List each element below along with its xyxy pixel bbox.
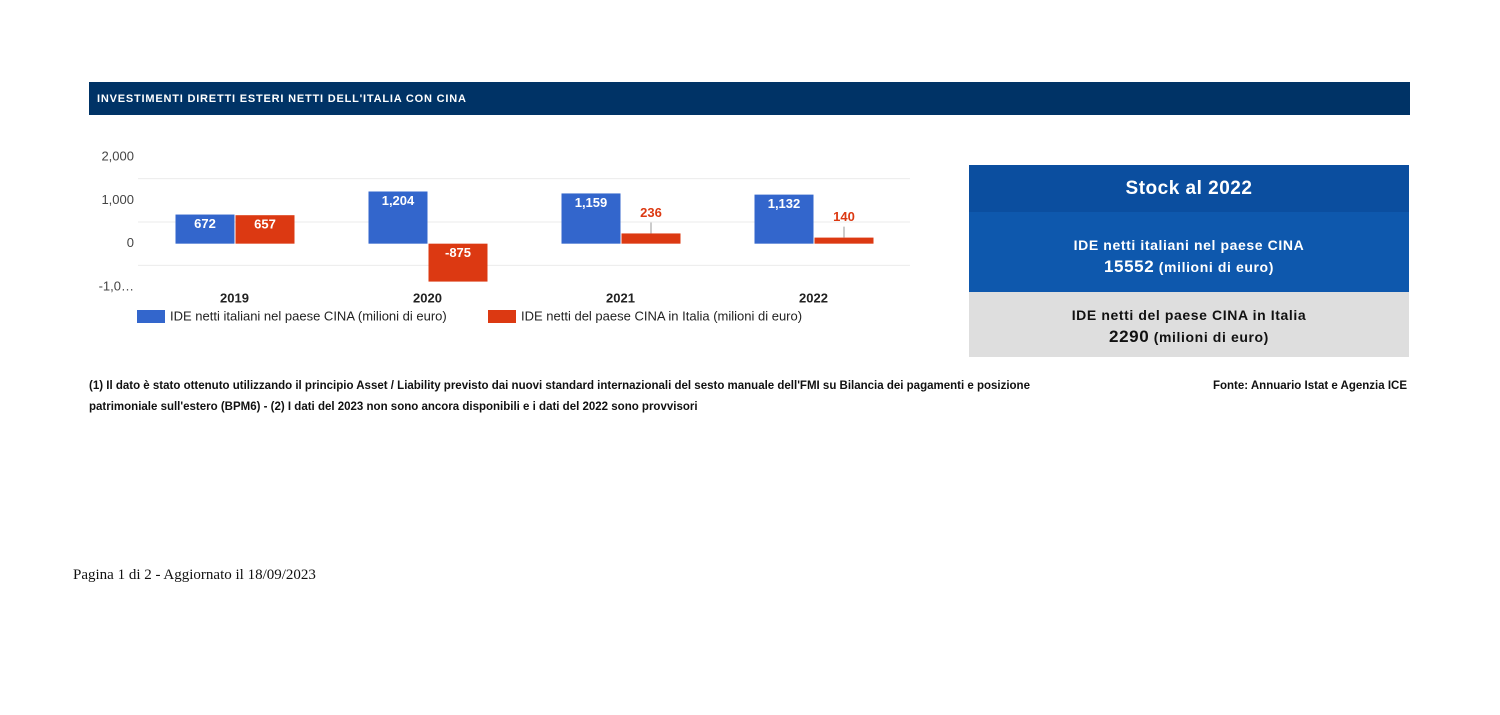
bar <box>428 243 488 282</box>
y-tick-label: 1,000 <box>101 192 134 207</box>
legend-swatch <box>488 310 516 323</box>
y-tick-label: -1,0… <box>99 278 134 293</box>
x-tick-label: 2019 <box>220 290 249 305</box>
chart: 2,000 1,000 0 -1,0… 2019 672 657 2020 1,204 -875 2… <box>99 148 910 323</box>
value-label: -875 <box>445 245 471 260</box>
value-label: 1,204 <box>382 193 415 208</box>
stock-value: 15552 <box>1104 257 1155 276</box>
stock-value: 2290 <box>1109 327 1150 346</box>
bar <box>754 194 814 244</box>
x-tick-label: 2021 <box>606 290 635 305</box>
value-label: 140 <box>833 209 855 224</box>
y-tick-label: 0 <box>127 235 134 250</box>
stock-title: Stock al 2022 <box>969 165 1409 212</box>
value-label: 236 <box>640 205 662 220</box>
stock-italian: IDE netti italiani nel paese CINA 15552 … <box>969 212 1409 292</box>
notes: (1) Il dato è stato ottenuto utilizzando… <box>89 380 1030 413</box>
stock-box: Stock al 2022 IDE netti italiani nel pae… <box>969 165 1409 357</box>
stock-unit: (milioni di euro) <box>1158 259 1274 275</box>
stock-label: IDE netti del paese CINA in Italia <box>1071 307 1307 323</box>
bar <box>175 214 235 244</box>
bar <box>621 233 681 244</box>
legend-label: IDE netti del paese CINA in Italia (mili… <box>521 308 802 323</box>
legend-label: IDE netti italiani nel paese CINA (milio… <box>170 308 447 323</box>
footer: Pagina 1 di 2 - Aggiornato il 18/09/2023 <box>73 567 316 583</box>
y-tick-label: 2,000 <box>101 148 134 163</box>
x-tick-label: 2022 <box>799 290 828 305</box>
stock-chinese: IDE netti del paese CINA in Italia 2290 … <box>969 292 1409 357</box>
bar <box>368 191 428 244</box>
bar <box>235 215 295 244</box>
bar <box>814 237 874 244</box>
legend-swatch <box>137 310 165 323</box>
stock-value-row: 15552 (milioni di euro) <box>969 256 1409 278</box>
value-label: 1,159 <box>575 195 608 210</box>
stock-value-row: 2290 (milioni di euro) <box>969 326 1409 348</box>
value-label: 657 <box>254 217 276 232</box>
x-tick-label: 2020 <box>413 290 442 305</box>
bar <box>561 193 621 244</box>
stock-unit: (milioni di euro) <box>1153 329 1269 345</box>
value-label: 1,132 <box>768 196 801 211</box>
header-title: INVESTIMENTI DIRETTI ESTERI NETTI DELL'I… <box>89 82 1410 115</box>
value-label: 672 <box>194 216 216 231</box>
source: Fonte: Annuario Istat e Agenzia ICE <box>1212 380 1407 392</box>
stock-label: IDE netti italiani nel paese CINA <box>1073 237 1305 253</box>
